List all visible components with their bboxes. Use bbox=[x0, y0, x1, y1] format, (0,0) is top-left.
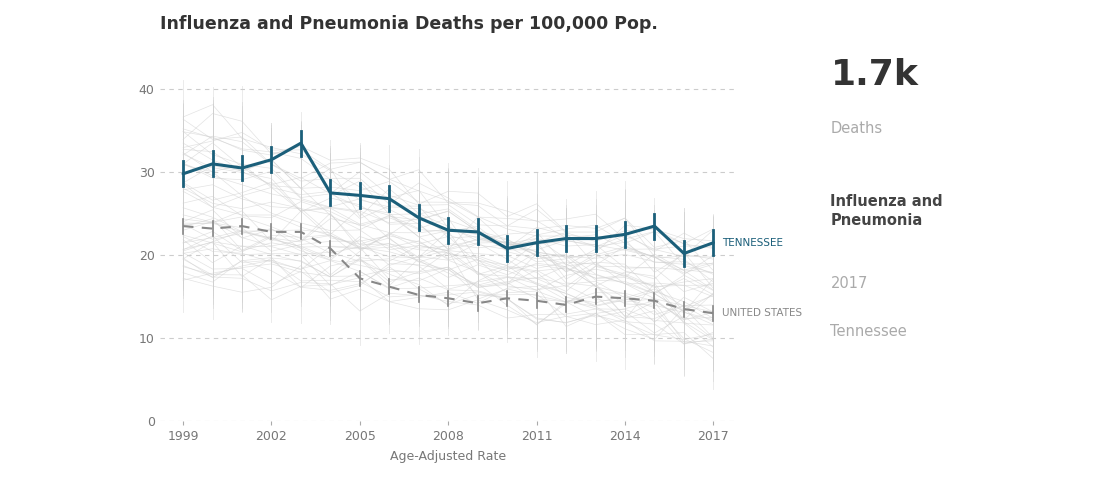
Text: TENNESSEE: TENNESSEE bbox=[723, 238, 783, 248]
Text: 2017: 2017 bbox=[830, 276, 868, 291]
Text: Tennessee: Tennessee bbox=[830, 324, 908, 339]
Text: Influenza and
Pneumonia: Influenza and Pneumonia bbox=[830, 194, 943, 228]
Text: 1.7k: 1.7k bbox=[830, 58, 918, 92]
Text: UNITED STATES: UNITED STATES bbox=[723, 308, 802, 318]
Text: Influenza and Pneumonia Deaths per 100,000 Pop.: Influenza and Pneumonia Deaths per 100,0… bbox=[160, 15, 658, 32]
X-axis label: Age-Adjusted Rate: Age-Adjusted Rate bbox=[390, 450, 506, 463]
Text: Deaths: Deaths bbox=[830, 121, 882, 136]
